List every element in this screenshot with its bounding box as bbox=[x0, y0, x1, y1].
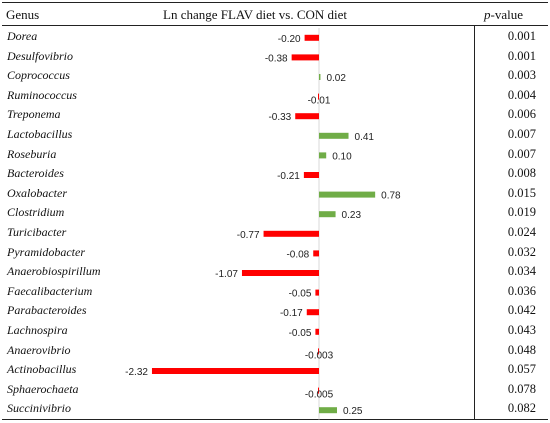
value-label: -0.38 bbox=[265, 53, 288, 64]
p-value: 0.007 bbox=[507, 127, 536, 141]
bar bbox=[303, 172, 319, 178]
bar bbox=[313, 250, 319, 257]
genus-label: Anaerovibrio bbox=[7, 342, 71, 357]
bar bbox=[315, 289, 319, 296]
bar bbox=[319, 191, 376, 198]
value-label: -0.08 bbox=[286, 249, 309, 260]
bar bbox=[306, 309, 319, 316]
bar bbox=[295, 113, 319, 120]
p-value: 0.003 bbox=[507, 68, 536, 83]
genus-label: Desulfovibrio bbox=[7, 48, 73, 63]
genus-label: Lachnospira bbox=[7, 323, 68, 337]
pvalue-header-p: p bbox=[484, 7, 491, 22]
genus-label: Parabacteroides bbox=[7, 303, 87, 318]
value-label: 0.25 bbox=[343, 406, 363, 417]
pvalue-header-suffix: -value bbox=[490, 7, 523, 22]
value-label: -0.05 bbox=[289, 328, 312, 339]
bar bbox=[318, 387, 319, 394]
genus-label: Treponema bbox=[7, 107, 61, 122]
p-value: 0.036 bbox=[507, 283, 536, 298]
bar bbox=[319, 407, 337, 414]
p-value: 0.004 bbox=[507, 87, 536, 102]
p-value: 0.034 bbox=[507, 264, 536, 279]
value-label: 0.41 bbox=[355, 132, 375, 143]
header-rule bbox=[2, 25, 548, 26]
p-value: 0.024 bbox=[507, 225, 536, 239]
genus-label: Dorea bbox=[7, 29, 38, 43]
bar bbox=[291, 54, 319, 61]
genus-label: Clostridium bbox=[7, 205, 65, 220]
value-label: 0.10 bbox=[332, 151, 352, 162]
genus-label: Pyramidobacter bbox=[7, 244, 85, 259]
table-top-rule bbox=[2, 2, 548, 3]
p-value: 0.082 bbox=[507, 401, 536, 416]
value-label: 0.02 bbox=[326, 73, 346, 84]
genus-label: Turicibacter bbox=[7, 225, 67, 239]
genus-column-header: Genus bbox=[6, 7, 40, 22]
p-value: 0.048 bbox=[507, 342, 536, 357]
p-value: 0.043 bbox=[507, 323, 536, 337]
p-value: 0.008 bbox=[507, 166, 536, 181]
pvalue-column-divider bbox=[474, 25, 475, 419]
value-label: -2.32 bbox=[125, 367, 148, 378]
genus-label: Faecalibacterium bbox=[7, 283, 93, 298]
value-label: 0.78 bbox=[381, 191, 401, 202]
p-value: 0.057 bbox=[507, 362, 536, 377]
genus-label: Anaerobiospirillum bbox=[7, 264, 101, 279]
p-value: 0.006 bbox=[507, 107, 536, 122]
bar bbox=[304, 34, 319, 41]
value-label: -1.07 bbox=[215, 269, 238, 280]
bar bbox=[319, 132, 349, 139]
genus-label: Lactobacillus bbox=[7, 127, 73, 141]
value-label: -0.003 bbox=[305, 350, 334, 361]
bar bbox=[151, 368, 319, 374]
p-value: 0.078 bbox=[507, 381, 536, 396]
value-label: -0.20 bbox=[278, 34, 301, 45]
p-value: 0.042 bbox=[507, 303, 536, 318]
p-value: 0.001 bbox=[507, 29, 536, 43]
change-column-header: Ln change FLAV diet vs. CON diet bbox=[163, 7, 348, 22]
bar bbox=[319, 74, 321, 80]
p-value: 0.032 bbox=[507, 244, 536, 259]
genus-label: Ruminococcus bbox=[7, 87, 77, 102]
p-value: 0.001 bbox=[507, 48, 536, 63]
bar bbox=[318, 348, 319, 355]
genus-label: Coprococcus bbox=[7, 68, 70, 83]
pvalue-column-header: p-value bbox=[484, 6, 523, 24]
bar bbox=[241, 270, 319, 276]
bar bbox=[319, 152, 327, 159]
bar bbox=[318, 93, 319, 100]
genus-label: Roseburia bbox=[7, 146, 57, 161]
genus-label: Oxalobacter bbox=[7, 185, 67, 200]
genus-label: Sphaerochaeta bbox=[7, 381, 79, 396]
bar bbox=[315, 328, 319, 335]
value-label: -0.77 bbox=[237, 230, 260, 241]
p-value: 0.007 bbox=[507, 146, 536, 161]
genus-label: Succinivibrio bbox=[7, 401, 71, 416]
value-label: 0.23 bbox=[342, 210, 362, 221]
p-value: 0.019 bbox=[507, 205, 536, 220]
table-bottom-rule bbox=[2, 419, 548, 420]
genus-label: Actinobacillus bbox=[7, 362, 77, 377]
value-label: -0.005 bbox=[305, 390, 334, 401]
p-value: 0.015 bbox=[507, 185, 536, 200]
bar bbox=[319, 211, 336, 218]
value-label: -0.21 bbox=[277, 171, 300, 182]
value-label: -0.17 bbox=[280, 308, 303, 319]
genus-label: Bacteroides bbox=[7, 166, 64, 181]
value-label: -0.01 bbox=[308, 96, 331, 107]
value-label: -0.33 bbox=[268, 112, 291, 123]
bar bbox=[263, 230, 319, 237]
value-label: -0.05 bbox=[289, 289, 312, 300]
